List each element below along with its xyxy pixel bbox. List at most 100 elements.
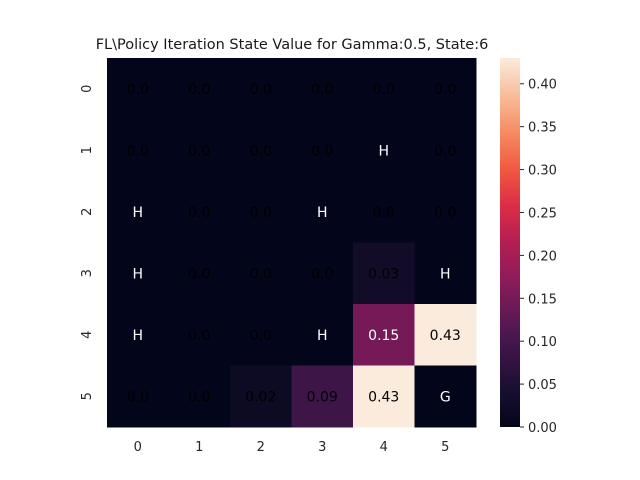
colorbar-tick-label-4: 0.20 — [528, 249, 557, 264]
colorbar-gradient — [500, 58, 520, 427]
heatmap-annotation-r4-c1: 0.0 — [188, 328, 210, 344]
heatmap-annotation-r1-c4: H — [378, 143, 389, 159]
heatmap-cell-r4-c5 — [414, 304, 477, 366]
heatmap-annotation-r4-c4: 0.15 — [368, 328, 399, 344]
heatmap-annotation-r5-c2: 0.02 — [245, 389, 276, 405]
heatmap-cell-r4-c2 — [230, 304, 292, 366]
heatmap-annotation-r4-c5: 0.43 — [430, 328, 461, 344]
heatmap-annotation-r0-c2: 0.0 — [250, 82, 272, 98]
heatmap-cell-r1-c5 — [414, 119, 477, 182]
chart-title: FL\Policy Iteration State Value for Gamm… — [96, 37, 489, 53]
heatmap-annotation-r5-c0: 0.0 — [127, 389, 149, 405]
colorbar-tick-label-6: 0.30 — [528, 164, 557, 179]
heatmap-cell-r1-c2 — [230, 119, 292, 182]
heatmap-annotation-r4-c2: 0.0 — [250, 328, 272, 344]
heatmap-cells — [107, 58, 477, 428]
y-tick-label-5: 5 — [80, 392, 95, 400]
heatmap-cell-r5-c1 — [168, 365, 231, 428]
colorbar-tick-label-5: 0.25 — [528, 206, 557, 221]
y-tick-label-4: 4 — [80, 331, 95, 339]
heatmap-annotation-r3-c5: H — [440, 266, 451, 282]
colorbar-tick-label-1: 0.05 — [528, 378, 557, 393]
y-tick-label-3: 3 — [80, 269, 95, 277]
x-tick-label-3: 3 — [318, 440, 326, 455]
heatmap-cell-r5-c3 — [291, 365, 354, 428]
heatmap-cell-r2-c1 — [168, 181, 231, 243]
heatmap-annotation-r2-c1: 0.0 — [188, 205, 210, 221]
heatmap-annotations: 0.0 0.0 0.0 0.0 0.0 0.0 0.0 0.0 0.0 0.0 H 0.0 H 0.0 0.… — [127, 82, 461, 406]
heatmap-cell-r1-c1 — [168, 119, 231, 182]
heatmap-annotation-r0-c5: 0.0 — [434, 82, 456, 98]
heatmap-annotation-r1-c5: 0.0 — [434, 143, 456, 159]
heatmap-annotation-r2-c4: 0.0 — [373, 205, 395, 221]
heatmap-cell-r1-c4 — [353, 119, 415, 182]
heatmap-cell-r0-c4 — [353, 58, 415, 120]
heatmap-annotation-r5-c1: 0.0 — [188, 389, 210, 405]
heatmap-cell-r3-c1 — [168, 242, 231, 305]
heatmap-annotation-r3-c0: H — [132, 266, 143, 282]
y-tick-label-2: 2 — [80, 208, 95, 216]
heatmap-annotation-r1-c2: 0.0 — [250, 143, 272, 159]
heatmap-cell-r2-c4 — [353, 181, 415, 243]
heatmap-annotation-r1-c0: 0.0 — [127, 143, 149, 159]
heatmap-cell-r5-c2 — [230, 365, 292, 428]
heatmap-annotation-r4-c3: H — [317, 328, 328, 344]
colorbar-tick-label-8: 0.40 — [528, 78, 557, 93]
heatmap-cell-r0-c0 — [107, 58, 169, 120]
heatmap-annotation-r0-c0: 0.0 — [127, 82, 149, 98]
heatmap-cell-r4-c1 — [168, 304, 231, 366]
heatmap-annotation-r0-c3: 0.0 — [311, 82, 333, 98]
heatmap-cell-r2-c2 — [230, 181, 292, 243]
heatmap-annotation-r5-c4: 0.43 — [368, 389, 399, 405]
heatmap-annotation-r4-c0: H — [132, 328, 143, 344]
heatmap-cell-r0-c2 — [230, 58, 292, 120]
y-tick-label-1: 1 — [80, 146, 95, 154]
heatmap-cell-r3-c3 — [291, 242, 354, 305]
heatmap-cell-r2-c5 — [414, 181, 477, 243]
y-tick-label-0: 0 — [80, 85, 95, 93]
heatmap-cell-r3-c2 — [230, 242, 292, 305]
heatmap-cell-r0-c5 — [414, 58, 477, 120]
heatmap-annotation-r2-c2: 0.0 — [250, 205, 272, 221]
heatmap-annotation-r5-c3: 0.09 — [307, 389, 338, 405]
heatmap-cell-r4-c0 — [107, 304, 169, 366]
heatmap-cell-r3-c4 — [353, 242, 415, 305]
x-axis-ticks: 0 1 2 3 4 5 — [134, 440, 450, 455]
heatmap-cell-r5-c0 — [107, 365, 169, 428]
heatmap-cell-r5-c5 — [414, 365, 477, 428]
heatmap-annotation-r0-c1: 0.0 — [188, 82, 210, 98]
x-tick-label-2: 2 — [257, 440, 265, 455]
heatmap-cell-r3-c0 — [107, 242, 169, 305]
x-tick-label-1: 1 — [195, 440, 203, 455]
heatmap-annotation-r3-c2: 0.0 — [250, 266, 272, 282]
heatmap-cell-r2-c0 — [107, 181, 169, 243]
colorbar-tick-label-3: 0.15 — [528, 292, 557, 307]
colorbar-tick-label-2: 0.10 — [528, 335, 557, 350]
heatmap-cell-r4-c4 — [353, 304, 415, 366]
colorbar: 0.00 0.05 0.10 0.15 0.20 0.25 0.30 0.35 0.40 — [500, 58, 557, 436]
heatmap-annotation-r2-c3: H — [317, 205, 328, 221]
heatmap-annotation-r3-c3: 0.0 — [311, 266, 333, 282]
colorbar-tick-label-0: 0.00 — [528, 421, 557, 436]
y-axis-ticks: 0 1 2 3 4 5 — [80, 85, 95, 401]
heatmap-annotation-r3-c1: 0.0 — [188, 266, 210, 282]
heatmap-annotation-r2-c5: 0.0 — [434, 205, 456, 221]
heatmap-annotation-r1-c1: 0.0 — [188, 143, 210, 159]
heatmap-cell-r1-c3 — [291, 119, 354, 182]
heatmap-cell-r2-c3 — [291, 181, 354, 243]
heatmap-cell-r1-c0 — [107, 119, 169, 182]
heatmap-cell-r0-c1 — [168, 58, 231, 120]
heatmap-annotation-r5-c5: G — [440, 389, 451, 405]
x-tick-label-5: 5 — [441, 440, 449, 455]
x-tick-label-0: 0 — [134, 440, 142, 455]
heatmap-annotation-r2-c0: H — [132, 205, 143, 221]
heatmap-annotation-r1-c3: 0.0 — [311, 143, 333, 159]
x-tick-label-4: 4 — [380, 440, 388, 455]
heatmap-annotation-r3-c4: 0.03 — [368, 266, 399, 282]
heatmap-cell-r4-c3 — [291, 304, 354, 366]
heatmap-annotation-r0-c4: 0.0 — [373, 82, 395, 98]
heatmap-cell-r3-c5 — [414, 242, 477, 305]
heatmap-cell-r5-c4 — [353, 365, 415, 428]
colorbar-tick-label-7: 0.35 — [528, 121, 557, 136]
